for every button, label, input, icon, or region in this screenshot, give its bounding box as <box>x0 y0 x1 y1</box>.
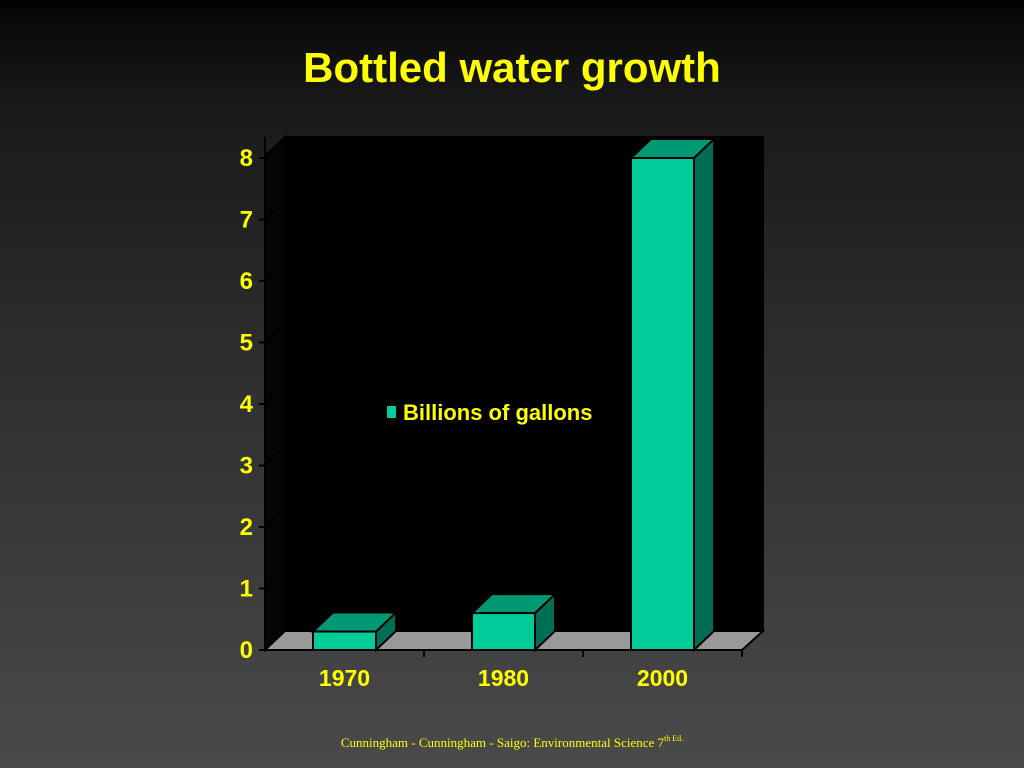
bar <box>310 610 399 653</box>
x-tick-label: 1980 <box>478 665 529 691</box>
y-tick-label: 5 <box>240 330 253 357</box>
gridline-side <box>264 322 286 344</box>
y-tick-label: 0 <box>240 637 253 664</box>
chart-bars <box>310 136 717 653</box>
y-tick-label: 8 <box>240 145 253 172</box>
gridline-side <box>264 568 286 590</box>
bar-side <box>693 136 715 653</box>
citation: Cunningham - Cunningham - Saigo: Environ… <box>0 731 1024 751</box>
chart-legend: Billions of gallons <box>385 400 592 425</box>
y-tick-label: 4 <box>240 391 254 418</box>
gridline-side <box>264 261 286 282</box>
legend-label: Billions of gallons <box>403 400 592 425</box>
gridline-side <box>264 199 286 221</box>
gridline-side <box>264 507 286 528</box>
y-tick-label: 7 <box>240 207 253 234</box>
bar <box>628 136 717 653</box>
gridline-side <box>264 445 286 467</box>
slide-title: Bottled water growth <box>303 44 721 91</box>
gridline-side <box>264 138 286 159</box>
citation-text: Cunningham - Cunningham - Saigo: Environ… <box>340 735 665 750</box>
x-tick-label: 1970 <box>319 665 370 691</box>
x-tick-labels: 1970 1980 2000 <box>319 665 688 691</box>
citation-edition: th Ed. <box>664 734 684 743</box>
bar <box>469 591 558 653</box>
y-tick-label: 1 <box>240 576 253 603</box>
legend-swatch <box>385 404 398 420</box>
bar-front <box>471 612 536 651</box>
y-tick-labels: 0 1 2 3 4 5 6 7 8 <box>240 145 254 664</box>
bar-front <box>630 157 695 651</box>
x-tick-label: 2000 <box>637 665 688 691</box>
gridline-side <box>264 384 286 405</box>
bar-front <box>312 630 377 651</box>
y-tick-label: 3 <box>240 453 253 480</box>
y-tick-label: 6 <box>240 268 253 295</box>
y-tick-label: 2 <box>240 514 253 541</box>
